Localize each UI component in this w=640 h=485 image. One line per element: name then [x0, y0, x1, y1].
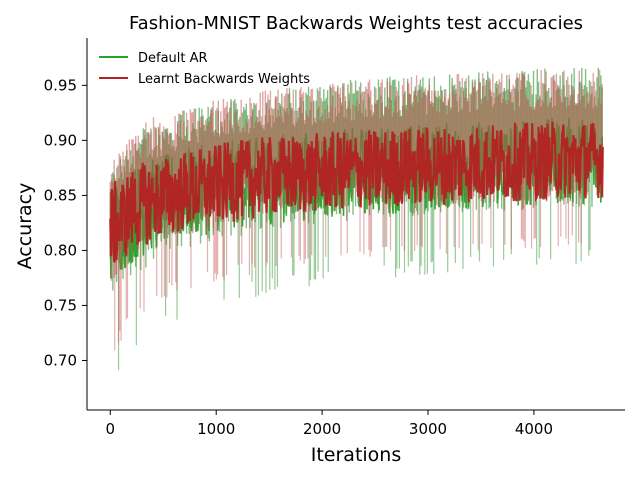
y-tick-label: 0.95	[44, 76, 77, 94]
chart-title: Fashion-MNIST Backwards Weights test acc…	[129, 13, 583, 34]
x-tick-label: 1000	[197, 420, 235, 438]
legend: Default AR Learnt Backwards Weights	[99, 51, 310, 87]
x-tick-label: 3000	[409, 420, 447, 438]
x-tick-label: 0	[106, 420, 116, 438]
y-tick-label: 0.90	[44, 131, 77, 149]
series-line	[109, 121, 604, 263]
legend-label: Default AR	[138, 51, 208, 66]
x-tick-label: 4000	[515, 420, 553, 438]
y-tick-label: 0.85	[44, 186, 77, 204]
y-tick-label: 0.75	[44, 296, 77, 314]
y-axis-label: Accuracy	[14, 183, 36, 270]
y-tick-label: 0.80	[44, 241, 77, 259]
y-tick-label: 0.70	[44, 351, 77, 369]
series-learnt-backwards-weights	[109, 69, 604, 351]
legend-label: Learnt Backwards Weights	[138, 72, 310, 87]
x-axis-label: Iterations	[311, 444, 402, 466]
x-tick-label: 2000	[303, 420, 341, 438]
